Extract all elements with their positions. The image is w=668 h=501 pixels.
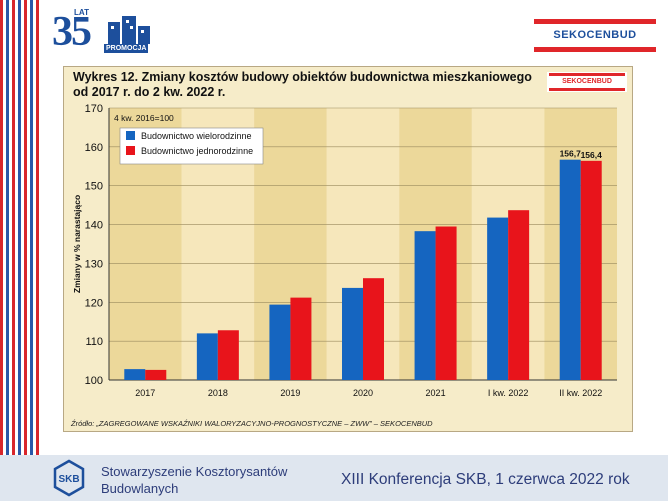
x-tick-label: I kw. 2022 [488, 388, 529, 398]
legend-box [119, 127, 264, 165]
bar [487, 217, 509, 380]
bar [414, 231, 436, 380]
building-icon [108, 16, 150, 44]
x-tick-label: 2018 [208, 388, 228, 398]
sekocenbud-logo-text: SEKOCENBUD [553, 29, 637, 41]
bar [124, 369, 146, 380]
chart-brand-logo: SEKOCENBUD [547, 72, 627, 92]
legend-swatch [126, 131, 135, 140]
bar [196, 333, 218, 380]
y-axis-label: Zmiany w % narastająco [72, 195, 82, 293]
bar [580, 160, 602, 380]
y-tick-label: 140 [85, 220, 103, 232]
legend-swatch [126, 146, 135, 155]
decorative-stripes [0, 0, 40, 455]
skb-logo-text: SKB [58, 474, 79, 485]
x-tick-label: II kw. 2022 [559, 388, 602, 398]
footer [0, 455, 668, 501]
y-tick-label: 130 [85, 258, 103, 270]
x-tick-label: 2020 [353, 388, 373, 398]
bar [269, 304, 291, 380]
bar [217, 330, 239, 380]
y-tick-label: 120 [85, 297, 103, 309]
y-tick-label: 100 [85, 375, 103, 387]
bar [342, 287, 363, 380]
y-tick-label: 150 [85, 181, 103, 193]
bar [145, 369, 167, 380]
legend-label: Budownictwo jednorodzinne [141, 146, 253, 156]
x-tick-label: 2017 [135, 388, 155, 398]
base-note: 4 kw. 2016=100 [114, 113, 174, 123]
y-tick-label: 110 [85, 336, 103, 348]
x-tick-label: 2021 [426, 388, 446, 398]
y-tick-label: 170 [85, 103, 103, 115]
legend-label: Budownictwo wielorodzinne [141, 131, 252, 141]
organization-name: Stowarzyszenie Kosztorysantów Budowlanyc… [101, 464, 288, 496]
data-label: 156,7 [560, 149, 582, 159]
bar [363, 278, 384, 380]
chart-title: Wykres 12. Zmiany kosztów budowy obiektó… [73, 70, 532, 99]
bar [508, 210, 530, 380]
bar [435, 226, 457, 380]
data-label: 156,4 [581, 150, 603, 160]
bar [559, 159, 581, 380]
skb-logo-icon: SKB [53, 459, 85, 497]
anniversary-number: 35 [52, 9, 92, 55]
chart-source: Źródło: „ZAGREGOWANE WSKAŹNIKI WALORYZAC… [71, 419, 433, 428]
anniversary-word: LAT [74, 8, 89, 17]
x-tick-label: 2019 [280, 388, 300, 398]
promo-label: PROMOCJA [104, 44, 149, 53]
conference-title: XIII Konferencja SKB, 1 czerwca 2022 rok [341, 471, 630, 488]
sekocenbud-logo: SEKOCENBUD [534, 19, 656, 52]
chart-brand-logo-text: SEKOCENBUD [562, 78, 612, 85]
y-tick-label: 160 [85, 142, 103, 154]
bar [290, 297, 312, 380]
anniversary-logo: 35 LAT PROMOCJA [52, 8, 162, 54]
